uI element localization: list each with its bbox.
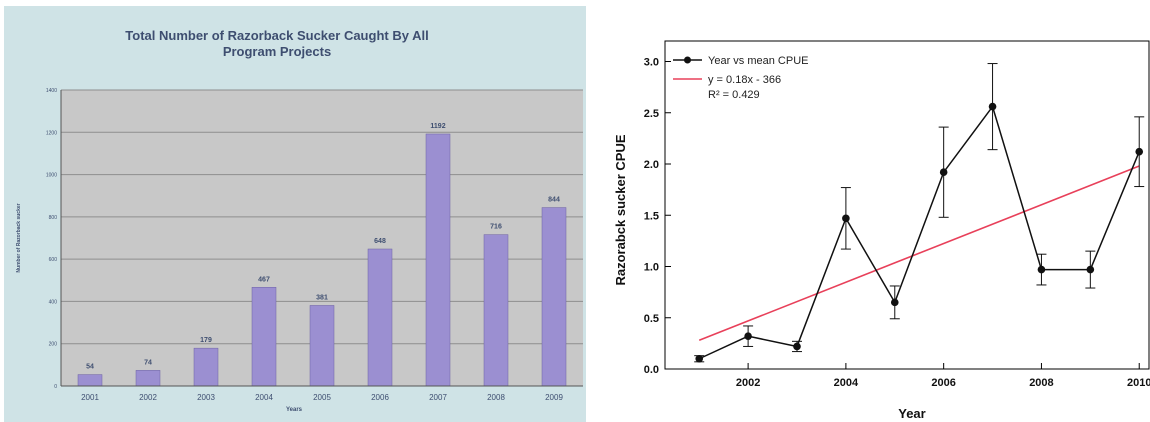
bar-y-tick-label: 0 (54, 384, 57, 390)
bar-chart-panel: Total Number of Razorback Sucker Caught … (4, 6, 586, 422)
line-y-tick-label: 0.0 (644, 364, 659, 376)
line-x-tick-label: 2010 (1127, 377, 1150, 389)
line-chart: 0.00.51.01.52.02.53.0 2002 2004 2006 2008 20… (613, 40, 1150, 421)
bar-data-label: 74 (144, 359, 152, 366)
line-y-tick-label: 0.5 (644, 313, 659, 325)
bar-data-label: 179 (200, 337, 212, 344)
line-y-tick-label: 1.0 (644, 262, 659, 274)
bar-chart-title-line-1: Total Number of Razorback Sucker Caught … (125, 28, 428, 43)
bar-data-label: 467 (258, 276, 270, 283)
bar-y-tick-label: 600 (49, 257, 58, 263)
bar-y-tick-label: 1400 (46, 88, 57, 94)
line-x-tick-label: 2008 (1029, 377, 1053, 389)
bar-y-tick-label: 400 (49, 299, 58, 305)
bar-x-tick-label: 2009 (545, 393, 563, 402)
line-x-tick-label: 2004 (834, 377, 859, 389)
regression-line (698, 165, 1140, 342)
legend-series-marker (684, 56, 691, 64)
line-chart-x-label: Year (898, 406, 925, 421)
bar-x-tick-label: 2004 (255, 393, 273, 402)
legend-series-name: Year vs mean CPUE (708, 55, 808, 67)
cpue-series (694, 63, 1145, 363)
bar-x-tick-label: 2005 (313, 393, 331, 402)
bar-data-label: 716 (490, 224, 502, 231)
regression-fit-line (698, 165, 1140, 342)
bar-gridlines (61, 89, 583, 345)
bar-series (77, 133, 567, 387)
cpue-point (695, 354, 704, 363)
line-y-tick-label: 1.5 (644, 210, 659, 222)
cpue-point (744, 332, 752, 341)
bar-x-ticks: 2001 2002 2003 2004 2005 2006 2007 2008 2009 (81, 393, 563, 402)
bar-x-tick-label: 2007 (429, 393, 447, 402)
bar-y-ticks: 0 200 400 600 800 1000 1200 1400 (46, 88, 57, 390)
cpue-point (1135, 147, 1144, 156)
line-x-tick-label: 2006 (931, 377, 955, 389)
bar (77, 374, 103, 387)
bar (367, 248, 393, 387)
legend-fit-equation: y = 0.18x - 366 (708, 74, 781, 86)
bar-chart-y-label: Number of Razorback sucker (16, 203, 22, 272)
bar (193, 347, 219, 387)
bar-y-tick-label: 1000 (46, 173, 57, 179)
cpue-point (793, 342, 801, 351)
line-x-ticks: 2002 2004 2006 2008 2010 (736, 363, 1150, 389)
bar-y-tick-label: 1200 (46, 130, 57, 136)
bar-y-tick-label: 200 (49, 342, 58, 348)
bar-chart-title-line-2: Program Projects (223, 44, 331, 59)
line-chart-legend: Year vs mean CPUE y = 0.18x - 366 R² = 0… (673, 55, 808, 101)
bar (251, 287, 277, 387)
bar-x-tick-label: 2003 (197, 393, 215, 402)
line-chart-panel: 0.0 0.5 1.0 1.5 2.0 2.5 3.0 2002 2004 2006 2008 20… (600, 20, 1150, 421)
bar-chart: Total Number of Razorback Sucker Caught … (16, 28, 583, 413)
bar-x-tick-label: 2002 (139, 393, 157, 402)
bar (135, 370, 161, 387)
bar-x-tick-label: 2006 (371, 393, 389, 402)
bar-data-label: 648 (374, 238, 386, 245)
cpue-line (698, 104, 1140, 360)
bar-data-label: 1192 (430, 123, 445, 130)
line-y-tick-label: 2.0 (644, 159, 659, 171)
line-y-ticks: 0.0 0.5 1.0 1.5 2.0 2.5 3.0 (644, 57, 671, 376)
line-chart-y-label: Razorabck sucker CPUE (613, 134, 628, 285)
bar (483, 234, 509, 387)
bar-data-label: 381 (316, 294, 328, 301)
cpue-point (988, 102, 997, 111)
bar-x-tick-label: 2008 (487, 393, 505, 402)
bar-chart-x-label: Years (286, 407, 303, 413)
cpue-point (1037, 265, 1046, 274)
line-x-tick-label: 2002 (736, 377, 760, 389)
bar (425, 133, 451, 387)
bar-data-label: 844 (548, 197, 560, 204)
line-y-tick-label: 3.0 (644, 57, 659, 69)
cpue-point (890, 298, 899, 307)
cpue-point (1086, 265, 1095, 274)
cpue-point (842, 214, 850, 223)
line-plot-frame (664, 40, 1150, 370)
bar-y-tick-label: 800 (49, 215, 58, 221)
bar-data-label: 54 (86, 364, 94, 371)
bar-data-labels: 54 74 179 467 381 648 1192 716 844 (86, 123, 560, 371)
legend-fit-r-squared: R² = 0.429 (708, 89, 760, 101)
cpue-point (939, 168, 948, 176)
line-y-tick-label: 2.5 (644, 108, 659, 120)
bar-x-tick-label: 2001 (81, 393, 99, 402)
bar (541, 207, 567, 387)
bar (309, 305, 335, 387)
